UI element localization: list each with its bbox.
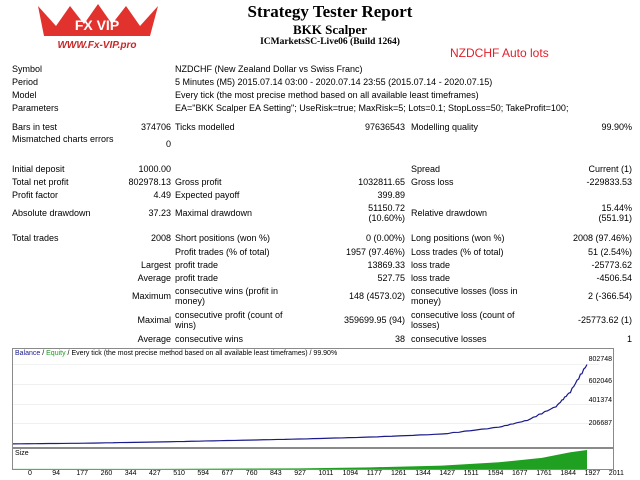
logo: FX VIP WWW.Fx-VIP.pro bbox=[38, 4, 158, 51]
legend-equity: Equity bbox=[46, 350, 66, 357]
lot-size-chart: Size bbox=[12, 448, 614, 470]
x-tick-label: 1344 bbox=[415, 470, 431, 477]
net-profit-row: Total net profit 802978.13 Gross profit … bbox=[12, 177, 632, 187]
balance-line bbox=[13, 364, 588, 445]
symbol-row: Symbol NZDCHF (New Zealand Dollar vs Swi… bbox=[12, 64, 363, 74]
drawdown-row: Absolute drawdown 37.23 Maximal drawdown… bbox=[12, 203, 632, 223]
x-tick-label: 594 bbox=[197, 470, 210, 477]
x-tick-label: 260 bbox=[100, 470, 113, 477]
balance-plot bbox=[13, 364, 599, 445]
maximal-row: Maximal consecutive profit (count of win… bbox=[137, 310, 632, 330]
x-tick-label: 177 bbox=[76, 470, 89, 477]
x-tick-label: 344 bbox=[124, 470, 137, 477]
x-tick-label: 1761 bbox=[536, 470, 552, 477]
average-row: Average profit trade 527.75 loss trade -… bbox=[137, 273, 632, 283]
x-tick-label: 927 bbox=[294, 470, 306, 477]
x-tick-label: 0 bbox=[28, 470, 32, 477]
x-tick-label: 1844 bbox=[560, 470, 576, 477]
size-label: Size bbox=[15, 450, 29, 457]
x-tick-label: 1094 bbox=[342, 470, 359, 477]
period-row: Period 5 Minutes (M5) 2015.07.14 03:00 -… bbox=[12, 77, 493, 87]
report-title: Strategy Tester Report bbox=[247, 2, 413, 21]
ea-name: BKK Scalper bbox=[292, 22, 368, 37]
size-area bbox=[13, 450, 587, 469]
balance-chart: Balance / Equity / Every tick (the most … bbox=[12, 348, 614, 448]
bars-row: Bars in test 374706 Ticks modelled 97636… bbox=[12, 122, 632, 132]
chart-legend: Balance / Equity / Every tick (the most … bbox=[15, 350, 338, 357]
x-tick-label: 1427 bbox=[439, 470, 455, 477]
x-tick-label: 760 bbox=[245, 470, 258, 477]
x-tick-label: 2011 bbox=[608, 470, 624, 477]
x-tick-label: 1927 bbox=[584, 470, 601, 477]
total-trades-row: Total trades 2008 Short positions (won %… bbox=[12, 233, 632, 243]
symbol-tag: NZDCHF Auto lots bbox=[450, 46, 549, 60]
x-tick-label: 94 bbox=[52, 470, 60, 477]
x-tick-label: 1261 bbox=[391, 470, 407, 477]
parameters-row: Parameters EA="BKK Scalper EA Setting"; … bbox=[12, 103, 569, 113]
x-tick-label: 1511 bbox=[463, 470, 479, 477]
svg-text:FX VIP: FX VIP bbox=[75, 17, 119, 33]
x-tick-label: 1011 bbox=[318, 470, 334, 477]
logo-text: WWW.Fx-VIP.pro bbox=[57, 40, 136, 51]
deposit-row: Initial deposit 1000.00 Spread Current (… bbox=[12, 164, 632, 174]
average-consecutive-row: Average consecutive wins 38 consecutive … bbox=[137, 334, 632, 344]
x-tick-label: 1594 bbox=[487, 470, 504, 477]
profit-trades-row: Profit trades (% of total) 1957 (97.46%)… bbox=[175, 247, 632, 257]
x-tick-label: 510 bbox=[173, 470, 185, 477]
x-tick-label: 1677 bbox=[512, 470, 528, 477]
mismatch-row: Mismatched charts errors 0 bbox=[12, 134, 171, 149]
x-tick-label: 843 bbox=[270, 470, 282, 477]
legend-description: / Every tick (the most precise method ba… bbox=[65, 350, 338, 357]
legend-balance: Balance bbox=[15, 350, 41, 357]
model-row: Model Every tick (the most precise metho… bbox=[12, 90, 479, 100]
size-plot bbox=[13, 450, 587, 469]
x-tick-label: 427 bbox=[149, 470, 161, 477]
y-tick-label: 401374 bbox=[588, 397, 612, 404]
y-tick-label: 602046 bbox=[588, 378, 612, 385]
x-tick-label: 1177 bbox=[366, 470, 382, 477]
server-build: ICMarketsSC-Live06 (Build 1264) bbox=[260, 37, 400, 47]
y-tick-label: 206687 bbox=[588, 420, 612, 427]
largest-row: Largest profit trade 13869.33 loss trade… bbox=[140, 260, 632, 270]
x-tick-label: 677 bbox=[221, 470, 234, 477]
profit-factor-row: Profit factor 4.49 Expected payoff 399.8… bbox=[12, 190, 405, 200]
maximum-row: Maximum consecutive wins (profit in mone… bbox=[131, 286, 632, 306]
y-tick-label: 802748 bbox=[588, 356, 612, 363]
